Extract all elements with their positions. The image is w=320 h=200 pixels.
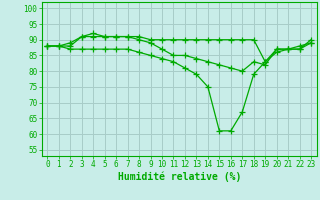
X-axis label: Humidité relative (%): Humidité relative (%) — [117, 172, 241, 182]
